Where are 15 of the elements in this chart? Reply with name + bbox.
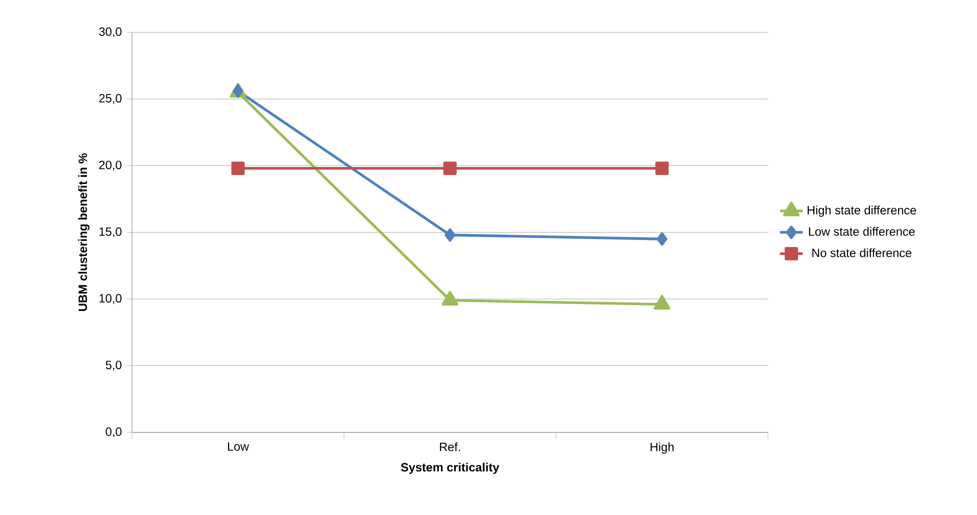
- y-tick-label: 5,0: [106, 360, 122, 371]
- y-axis-title: UBM clustering benefit in %: [78, 153, 90, 311]
- x-axis-title: System criticality: [401, 462, 500, 474]
- legend-label: Low state difference: [809, 226, 915, 236]
- x-tick-label: High: [650, 442, 674, 454]
- legend-label: No state difference: [812, 248, 912, 258]
- legend-label: High state difference: [808, 206, 916, 217]
- y-tick-label: 30,0: [99, 27, 122, 38]
- x-tick-label: Ref.: [440, 442, 460, 452]
- y-tick-label: 0,0: [106, 427, 122, 438]
- y-tick-label: 10,0: [100, 294, 122, 304]
- y-tick-label: 15,0: [100, 227, 122, 238]
- y-tick-label: 25,0: [99, 94, 122, 104]
- y-tick-label: 20,0: [99, 160, 122, 171]
- x-tick-label: Low: [228, 442, 250, 451]
